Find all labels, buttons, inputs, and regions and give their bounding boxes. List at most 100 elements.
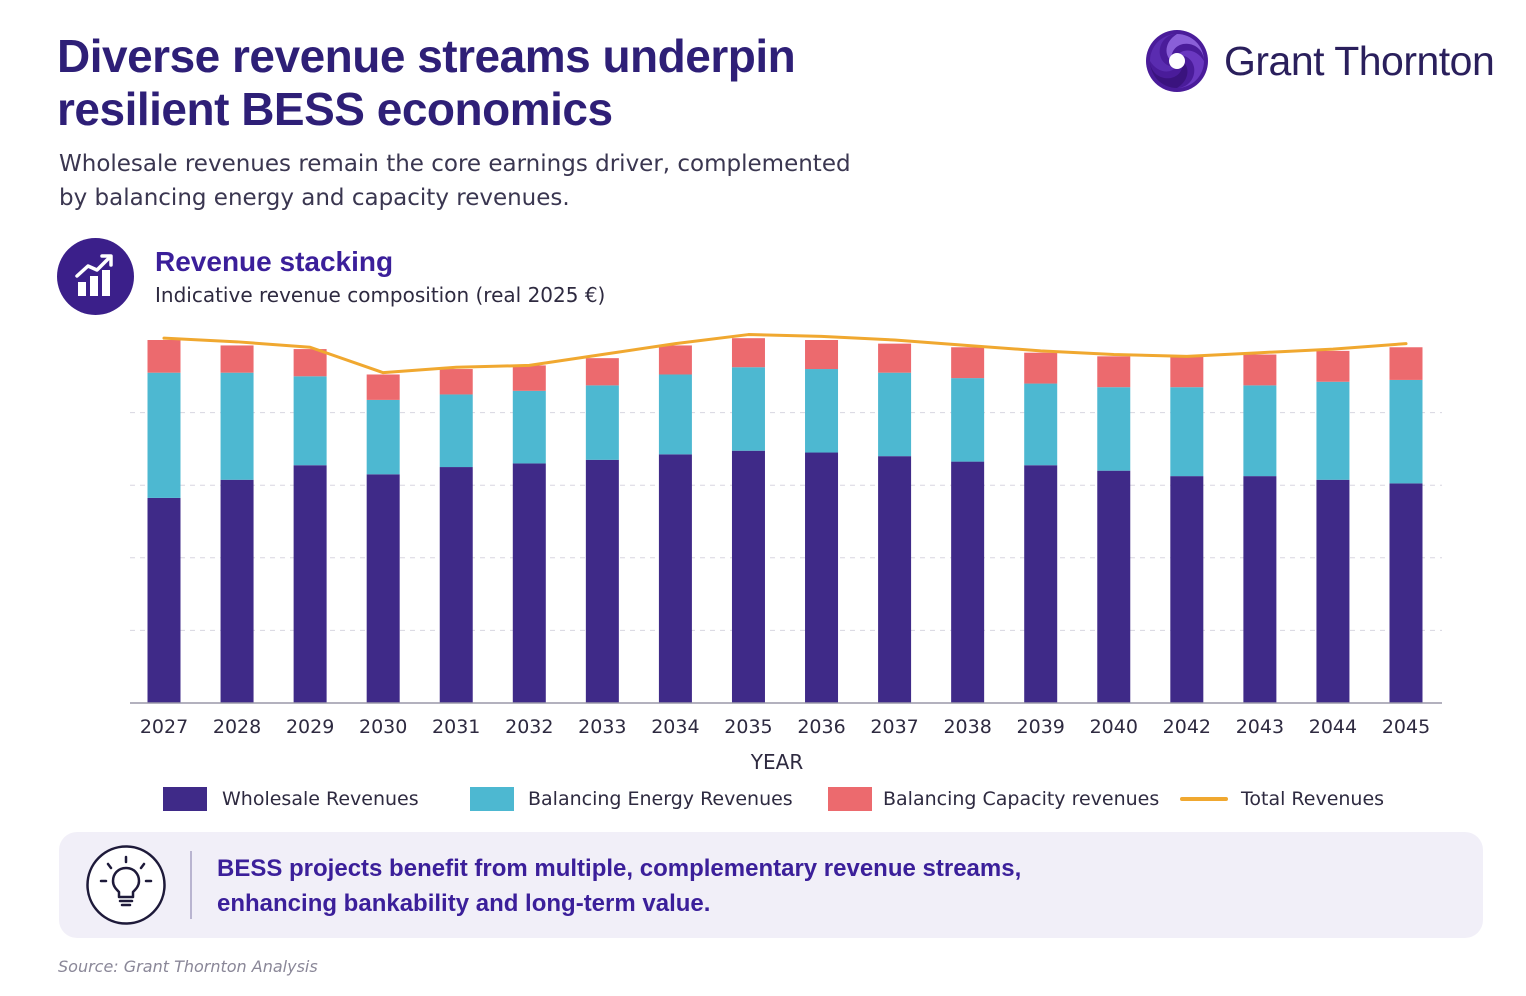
page-subtitle: Wholesale revenues remain the core earni… bbox=[59, 147, 859, 215]
legend-swatch-total bbox=[1180, 797, 1228, 801]
grant-thornton-swirl-icon bbox=[1146, 30, 1208, 92]
bar-segment-wholesale-2036 bbox=[805, 452, 839, 703]
x-tick-label: 2035 bbox=[724, 716, 772, 738]
bar-segment-wholesale-2045 bbox=[1389, 483, 1423, 703]
bar-segment-balancing-energy-2031 bbox=[439, 394, 473, 468]
x-tick-label: 2029 bbox=[286, 716, 334, 738]
bar-segment-balancing-energy-2042 bbox=[1170, 387, 1204, 477]
chart-x-axis: 2027 2028 2029 2030 2031 2032 2033 2034 2035 2036… bbox=[130, 702, 1442, 774]
bar-segment-balancing-energy-2034 bbox=[658, 374, 692, 455]
bar-segment-balancing-capacity-2038 bbox=[951, 347, 985, 379]
bar-segment-balancing-capacity-2040 bbox=[1097, 356, 1131, 388]
x-axis-title: YEAR bbox=[750, 750, 804, 774]
x-tick-label: 2040 bbox=[1090, 716, 1138, 738]
page-title-line-2: resilient BESS economics bbox=[57, 83, 613, 135]
source-note: Source: Grant Thornton Analysis bbox=[58, 957, 318, 976]
bar-segment-balancing-capacity-2037 bbox=[878, 343, 912, 373]
bar-segment-wholesale-2033 bbox=[585, 459, 619, 703]
x-tick-label: 2033 bbox=[578, 716, 626, 738]
legend-swatch-balancing-capacity bbox=[828, 787, 872, 811]
bar-segment-balancing-capacity-2029 bbox=[293, 349, 327, 377]
chart-total-line bbox=[162, 333, 1408, 375]
x-tick-label: 2043 bbox=[1236, 716, 1284, 738]
growth-bar-chart-icon bbox=[57, 238, 134, 315]
bar-segment-balancing-energy-2043 bbox=[1243, 385, 1277, 477]
bar-segment-wholesale-2040 bbox=[1097, 470, 1131, 703]
bar-segment-wholesale-2038 bbox=[951, 461, 985, 703]
bar-segment-balancing-capacity-2035 bbox=[731, 338, 765, 368]
x-tick-label: 2045 bbox=[1382, 716, 1430, 738]
page-title: Diverse revenue streams underpin resilie… bbox=[57, 30, 957, 136]
revenue-stacking-chart: 2027 2028 2029 2030 2031 2032 2033 2034 2035 2036… bbox=[130, 333, 1442, 774]
bar-segment-wholesale-2032 bbox=[512, 463, 546, 703]
bar-segment-balancing-energy-2045 bbox=[1389, 379, 1423, 484]
bar-segment-wholesale-2027 bbox=[147, 497, 181, 703]
total-revenues-line bbox=[162, 333, 1408, 375]
section-title: Revenue stacking bbox=[155, 246, 394, 277]
x-tick-label: 2042 bbox=[1163, 716, 1211, 738]
x-tick-label: 2036 bbox=[797, 716, 845, 738]
callout-text: BESS projects benefit from multiple, com… bbox=[217, 851, 1417, 921]
x-tick-label: 2037 bbox=[870, 716, 918, 738]
bar-segment-balancing-energy-2030 bbox=[366, 399, 400, 475]
x-tick-label: 2030 bbox=[359, 716, 407, 738]
bar-segment-wholesale-2029 bbox=[293, 465, 327, 703]
bar-segment-balancing-capacity-2032 bbox=[512, 365, 546, 391]
legend-label-total: Total Revenues bbox=[1241, 788, 1385, 810]
bar-segment-wholesale-2037 bbox=[878, 456, 912, 703]
bar-segment-balancing-energy-2038 bbox=[951, 378, 985, 462]
x-tick-label: 2038 bbox=[943, 716, 991, 738]
bar-segment-wholesale-2030 bbox=[366, 474, 400, 703]
key-insight-callout: BESS projects benefit from multiple, com… bbox=[59, 832, 1483, 938]
bar-segment-balancing-energy-2028 bbox=[220, 372, 254, 480]
bar-segment-wholesale-2044 bbox=[1316, 479, 1350, 703]
bar-segment-balancing-capacity-2036 bbox=[805, 340, 839, 370]
bar-segment-wholesale-2034 bbox=[658, 454, 692, 703]
bar-segment-balancing-energy-2027 bbox=[147, 372, 181, 498]
bar-segment-balancing-capacity-2044 bbox=[1316, 350, 1350, 382]
bar-segment-wholesale-2039 bbox=[1024, 465, 1058, 703]
x-tick-label: 2034 bbox=[651, 716, 699, 738]
bar-segment-balancing-capacity-2042 bbox=[1170, 356, 1204, 388]
brand-logo: Grant Thornton bbox=[1144, 28, 1495, 98]
x-tick-label: 2031 bbox=[432, 716, 480, 738]
page-subtitle-line-2: by balancing energy and capacity revenue… bbox=[59, 185, 570, 211]
callout-divider bbox=[190, 851, 192, 919]
bar-segment-wholesale-2035 bbox=[731, 450, 765, 703]
bar-segment-balancing-capacity-2045 bbox=[1389, 347, 1423, 380]
bar-segment-balancing-energy-2033 bbox=[585, 385, 619, 460]
bar-segment-balancing-energy-2032 bbox=[512, 390, 546, 464]
callout-line-2: enhancing bankability and long-term valu… bbox=[217, 890, 711, 917]
page-subtitle-line-1: Wholesale revenues remain the core earni… bbox=[59, 151, 851, 177]
brand-name: Grant Thornton bbox=[1224, 38, 1495, 84]
bar-segment-balancing-energy-2044 bbox=[1316, 381, 1350, 480]
bar-segment-wholesale-2043 bbox=[1243, 476, 1277, 703]
section-subtitle: Indicative revenue composition (real 202… bbox=[155, 283, 606, 307]
bar-segment-wholesale-2042 bbox=[1170, 476, 1204, 703]
legend-swatch-balancing-energy bbox=[470, 787, 514, 811]
bar-segment-balancing-capacity-2033 bbox=[585, 358, 619, 386]
lightbulb-icon bbox=[86, 845, 166, 925]
bar-segment-balancing-energy-2040 bbox=[1097, 387, 1131, 471]
bar-segment-balancing-energy-2039 bbox=[1024, 383, 1058, 466]
bar-segment-balancing-energy-2035 bbox=[731, 367, 765, 451]
bar-segment-balancing-energy-2036 bbox=[805, 369, 839, 453]
bar-segment-balancing-capacity-2027 bbox=[147, 340, 181, 373]
chart-bars bbox=[147, 338, 1423, 703]
bar-segment-balancing-capacity-2043 bbox=[1243, 354, 1277, 386]
chart-gridlines bbox=[130, 412, 1442, 631]
bar-segment-balancing-capacity-2031 bbox=[439, 369, 473, 395]
bar-segment-balancing-capacity-2030 bbox=[366, 374, 400, 400]
bar-segment-balancing-capacity-2039 bbox=[1024, 352, 1058, 384]
bar-segment-balancing-capacity-2028 bbox=[220, 345, 254, 373]
bar-segment-balancing-energy-2029 bbox=[293, 376, 327, 466]
callout-line-1: BESS projects benefit from multiple, com… bbox=[217, 855, 1022, 882]
legend-swatch-wholesale bbox=[163, 787, 207, 811]
bar-segment-wholesale-2031 bbox=[439, 467, 473, 703]
x-tick-label: 2028 bbox=[213, 716, 261, 738]
legend-label-balancing-capacity: Balancing Capacity revenues bbox=[883, 788, 1160, 810]
page-title-line-1: Diverse revenue streams underpin bbox=[57, 30, 796, 82]
bar-segment-balancing-energy-2037 bbox=[878, 372, 912, 457]
legend-label-balancing-energy: Balancing Energy Revenues bbox=[528, 788, 793, 810]
legend-label-wholesale: Wholesale Revenues bbox=[222, 788, 419, 810]
